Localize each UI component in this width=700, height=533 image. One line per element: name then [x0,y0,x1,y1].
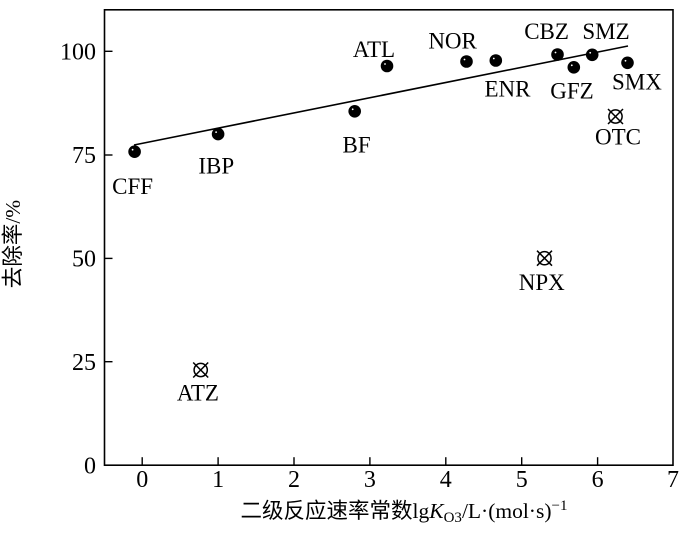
svg-text:25: 25 [72,350,96,376]
svg-text:NPX: NPX [519,270,565,295]
svg-text:7: 7 [667,467,679,493]
svg-text:CFF: CFF [112,174,153,199]
svg-text:OTC: OTC [595,124,641,149]
svg-text:ATL: ATL [353,37,395,62]
svg-text:1: 1 [212,467,224,493]
svg-text:GFZ: GFZ [550,79,593,104]
svg-text:去除率/%: 去除率/% [1,200,25,288]
svg-text:50: 50 [72,247,96,273]
svg-text:ATZ: ATZ [177,381,219,406]
svg-text:NOR: NOR [428,29,477,54]
svg-text:SMX: SMX [612,70,662,95]
svg-text:ENR: ENR [485,77,532,102]
svg-text:SMZ: SMZ [582,19,629,44]
svg-text:2: 2 [288,467,300,493]
svg-text:CBZ: CBZ [524,19,569,44]
svg-text:6: 6 [592,467,604,493]
svg-text:5: 5 [516,467,528,493]
svg-text:二级反应速率常数lgKO3/L·(mol·s)−1: 二级反应速率常数lgKO3/L·(mol·s)−1 [241,498,568,526]
svg-text:4: 4 [440,467,452,493]
svg-text:0: 0 [84,454,96,480]
svg-text:BF: BF [343,132,371,157]
svg-text:75: 75 [72,143,96,169]
svg-text:0: 0 [136,467,148,493]
svg-text:3: 3 [364,467,376,493]
svg-text:IBP: IBP [198,153,234,178]
svg-text:100: 100 [60,40,96,66]
